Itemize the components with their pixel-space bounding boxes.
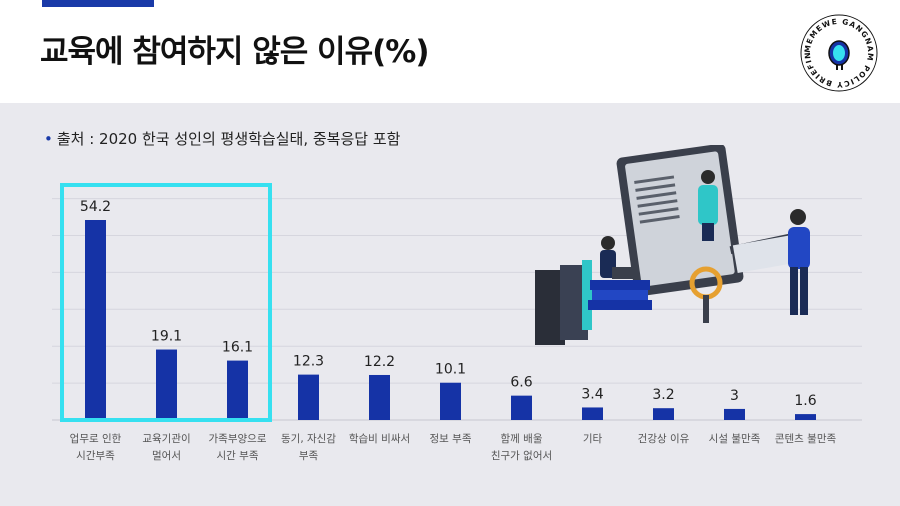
bar-value-label: 19.1 [151, 329, 182, 345]
header-band [0, 0, 900, 103]
bar [582, 407, 603, 420]
page-title: 교육에 참여하지 않은 이유(%) [40, 34, 429, 70]
bar-value-label: 12.2 [364, 354, 395, 370]
bar [795, 414, 816, 420]
category-label: 교육기관이 [142, 433, 190, 445]
bar-value-label: 16.1 [222, 340, 253, 356]
category-label: 건강상 이유 [638, 433, 690, 445]
bar-value-label: 12.3 [293, 354, 324, 370]
category-label: 친구가 없어서 [491, 449, 552, 462]
category-label: 시설 불만족 [709, 433, 761, 445]
source-note-text: 출처 : 2020 한국 성인의 평생학습실태, 중복응답 포함 [56, 130, 401, 148]
bar-value-label: 54.2 [80, 199, 111, 215]
bar [653, 408, 674, 420]
bar-value-label: 1.6 [794, 393, 816, 409]
category-label: 정보 부족 [430, 433, 472, 445]
category-label: 가족부양으로 [209, 433, 267, 445]
bar-value-label: 3 [730, 388, 739, 404]
title-accent-bar [42, 0, 154, 7]
category-label: 기타 [583, 433, 603, 445]
category-label: 동기, 자신감 [281, 433, 336, 445]
category-label: 멀어서 [152, 449, 181, 462]
highlight-box [60, 183, 272, 422]
bar [369, 374, 390, 420]
category-label: 학습비 비싸서 [349, 433, 410, 445]
mascot-icon [828, 40, 850, 70]
category-label: 함께 배울 [501, 433, 543, 445]
bar-value-label: 6.6 [510, 375, 532, 391]
category-label: 시간 부족 [217, 450, 259, 462]
bar [298, 374, 319, 420]
category-label: 업무로 인한 [70, 432, 122, 445]
bar-value-label: 3.2 [652, 387, 674, 403]
bar [227, 360, 248, 420]
category-label: 콘텐츠 불만족 [775, 433, 837, 445]
bar [85, 220, 106, 420]
category-label: 부족 [299, 450, 319, 462]
policy-briefing-badge: MEMEWE GANGNAM POLICY BRIEFING [800, 14, 878, 92]
bar-value-label: 10.1 [435, 362, 466, 378]
note-bullet: • [44, 130, 53, 148]
source-note: • 출처 : 2020 한국 성인의 평생학습실태, 중복응답 포함 [44, 128, 400, 149]
category-label: 시간부족 [76, 450, 115, 462]
online-learning-illustration [535, 145, 810, 345]
bar [440, 382, 461, 420]
bar-value-label: 3.4 [581, 386, 603, 402]
bar [511, 395, 532, 420]
bar [156, 349, 177, 420]
bar [724, 408, 745, 420]
